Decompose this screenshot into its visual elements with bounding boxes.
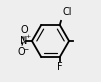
Text: O: O	[17, 47, 25, 57]
Text: O: O	[20, 25, 28, 35]
Text: −: −	[23, 47, 28, 52]
Text: N: N	[20, 36, 27, 46]
Text: F: F	[57, 62, 63, 72]
Text: +: +	[25, 34, 31, 39]
Text: Cl: Cl	[62, 7, 72, 17]
